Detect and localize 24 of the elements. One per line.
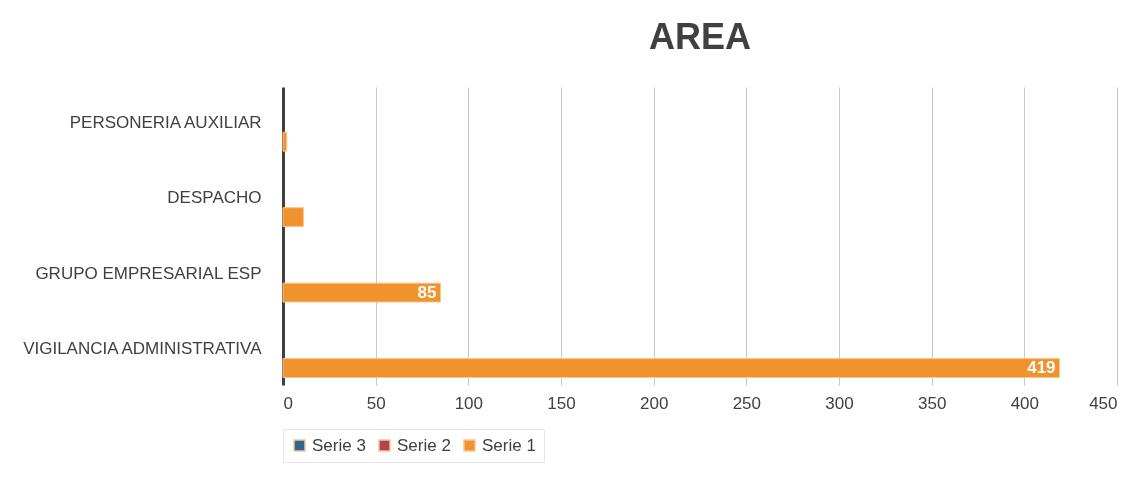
x-tick-label: 150	[547, 393, 576, 413]
x-tick-label: 200	[639, 393, 669, 413]
x-tick-label: 350	[917, 393, 947, 413]
bar	[282, 358, 1061, 378]
y-tick-label: GRUPO EMPRESARIAL ESP	[35, 263, 262, 283]
chart-title: AREA	[648, 16, 752, 57]
y-tick-label: DESPACHO	[167, 188, 262, 208]
x-tick-label: 250	[732, 393, 762, 413]
y-tick-label: VIGILANCIA ADMINISTRATIVA	[23, 339, 263, 359]
y-tick-label: PERSONERIA AUXILIAR	[69, 112, 262, 132]
data-label: 419	[1027, 358, 1056, 378]
legend-label: Serie 3	[312, 435, 366, 455]
legend-label: Serie 2	[397, 435, 451, 455]
x-tick-label: 0	[283, 393, 293, 413]
legend-label: Serie 1	[482, 435, 536, 455]
bar	[282, 131, 288, 152]
data-label: 85	[417, 282, 437, 302]
x-tick-label: 50	[366, 393, 386, 413]
bar	[282, 207, 304, 228]
bar	[282, 282, 442, 303]
x-tick-label: 450	[1089, 393, 1118, 413]
x-tick-label: 400	[1010, 393, 1040, 413]
x-tick-label: 300	[825, 393, 854, 413]
x-tick-label: 100	[454, 393, 484, 413]
